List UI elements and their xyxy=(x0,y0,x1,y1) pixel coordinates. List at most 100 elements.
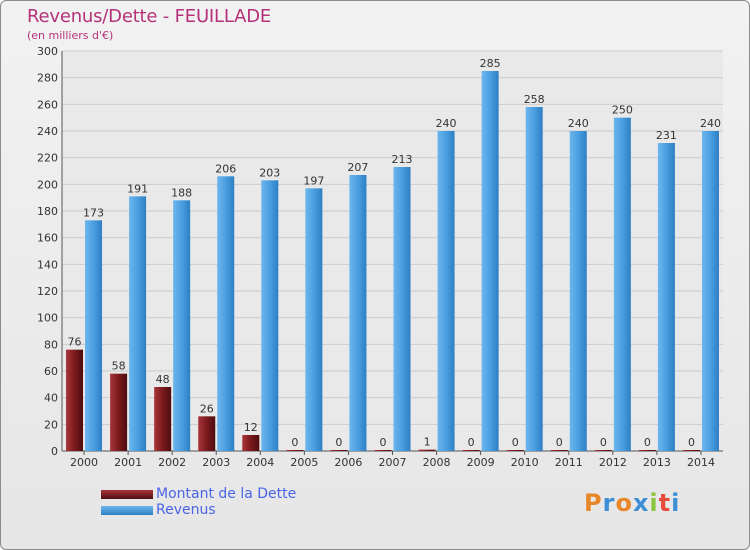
bar-dette xyxy=(462,450,480,451)
y-tick-label: 120 xyxy=(37,285,58,298)
x-tick-label: 2010 xyxy=(511,456,539,469)
bar-dette xyxy=(330,450,348,451)
x-tick-label: 2014 xyxy=(687,456,715,469)
plot-area xyxy=(62,51,723,451)
data-label-dette: 12 xyxy=(244,421,258,434)
bar-revenus xyxy=(393,167,411,451)
data-label-revenus: 240 xyxy=(436,117,457,130)
legend-swatch-dette xyxy=(101,490,153,499)
bar-dette xyxy=(286,450,304,451)
data-label-revenus: 191 xyxy=(127,182,148,195)
bar-dette xyxy=(242,435,260,451)
y-tick-label: 60 xyxy=(44,365,58,378)
bar-revenus xyxy=(173,200,191,451)
bar-dette xyxy=(418,449,436,451)
data-label-revenus: 206 xyxy=(215,162,236,175)
y-tick-label: 300 xyxy=(37,45,58,58)
data-label-dette: 0 xyxy=(291,436,298,449)
bar-dette xyxy=(110,373,128,451)
data-label-revenus: 240 xyxy=(568,117,589,130)
x-tick-label: 2004 xyxy=(246,456,274,469)
x-tick-label: 2000 xyxy=(70,456,98,469)
logo-letter: i xyxy=(671,489,681,517)
bar-revenus xyxy=(349,175,367,451)
bar-revenus xyxy=(437,131,455,451)
bar-dette xyxy=(594,450,612,451)
x-tick-label: 2008 xyxy=(423,456,451,469)
y-tick-label: 80 xyxy=(44,338,58,351)
bar-revenus xyxy=(305,188,323,452)
chart-title: Revenus/Dette - FEUILLADE xyxy=(27,6,272,27)
bar-revenus xyxy=(217,176,235,452)
bar-dette xyxy=(374,450,392,451)
data-label-revenus: 285 xyxy=(480,57,501,70)
bar-dette xyxy=(198,416,216,451)
data-label-dette: 26 xyxy=(200,402,214,415)
data-label-dette: 48 xyxy=(156,373,170,386)
y-tick-label: 40 xyxy=(44,392,58,405)
y-tick-label: 0 xyxy=(51,445,58,458)
data-label-dette: 0 xyxy=(380,436,387,449)
bar-revenus xyxy=(129,196,147,451)
bar-dette xyxy=(682,450,700,451)
x-tick-label: 2003 xyxy=(202,456,230,469)
bar-revenus xyxy=(569,131,587,451)
data-label-dette: 0 xyxy=(512,436,519,449)
data-label-dette: 76 xyxy=(68,336,82,349)
legend-label-revenus: Revenus xyxy=(156,502,216,518)
data-label-dette: 0 xyxy=(556,436,563,449)
y-tick-label: 280 xyxy=(37,72,58,85)
x-tick-label: 2013 xyxy=(643,456,671,469)
y-tick-label: 20 xyxy=(44,418,58,431)
data-label-revenus: 258 xyxy=(524,93,545,106)
y-tick-label: 140 xyxy=(37,258,58,271)
legend-label-dette: Montant de la Dette xyxy=(156,486,297,502)
proxiti-logo: Proxiti xyxy=(584,489,680,517)
x-tick-label: 2006 xyxy=(334,456,362,469)
y-tick-label: 240 xyxy=(37,125,58,138)
logo-letter: o xyxy=(615,489,633,517)
bar-revenus xyxy=(701,131,719,451)
logo-letter: x xyxy=(632,489,650,517)
x-tick-label: 2012 xyxy=(599,456,627,469)
y-tick-label: 200 xyxy=(37,178,58,191)
logo-letter: r xyxy=(602,489,616,517)
x-tick-label: 2007 xyxy=(379,456,407,469)
bar-revenus xyxy=(525,107,543,451)
legend-swatch-revenus xyxy=(101,506,153,515)
data-label-dette: 58 xyxy=(112,360,126,373)
chart-subtitle: (en milliers d'€) xyxy=(27,29,114,42)
bar-dette xyxy=(66,349,84,451)
data-label-revenus: 188 xyxy=(171,186,192,199)
bar-revenus xyxy=(657,143,675,451)
y-tick-label: 220 xyxy=(37,152,58,165)
y-tick-label: 100 xyxy=(37,312,58,325)
y-tick-label: 160 xyxy=(37,232,58,245)
data-label-revenus: 213 xyxy=(392,153,413,166)
data-label-revenus: 197 xyxy=(303,174,324,187)
bar-dette xyxy=(638,450,656,451)
bar-revenus xyxy=(85,220,103,451)
x-tick-label: 2002 xyxy=(158,456,186,469)
logo-letter: i xyxy=(649,489,659,517)
data-label-dette: 1 xyxy=(424,436,431,449)
bar-revenus xyxy=(261,180,279,452)
x-tick-label: 2011 xyxy=(555,456,583,469)
x-tick-label: 2005 xyxy=(290,456,318,469)
x-tick-label: 2009 xyxy=(467,456,495,469)
data-label-revenus: 173 xyxy=(83,206,104,219)
x-tick-label: 2001 xyxy=(114,456,142,469)
logo-letter: t xyxy=(658,489,672,517)
data-label-revenus: 231 xyxy=(656,129,677,142)
logo-letter: P xyxy=(584,489,603,517)
data-label-dette: 0 xyxy=(468,436,475,449)
data-label-revenus: 207 xyxy=(347,161,368,174)
data-label-revenus: 203 xyxy=(259,166,280,179)
data-label-dette: 0 xyxy=(644,436,651,449)
data-label-dette: 0 xyxy=(688,436,695,449)
bar-dette xyxy=(154,387,172,451)
data-label-dette: 0 xyxy=(600,436,607,449)
bar-revenus xyxy=(613,117,631,452)
